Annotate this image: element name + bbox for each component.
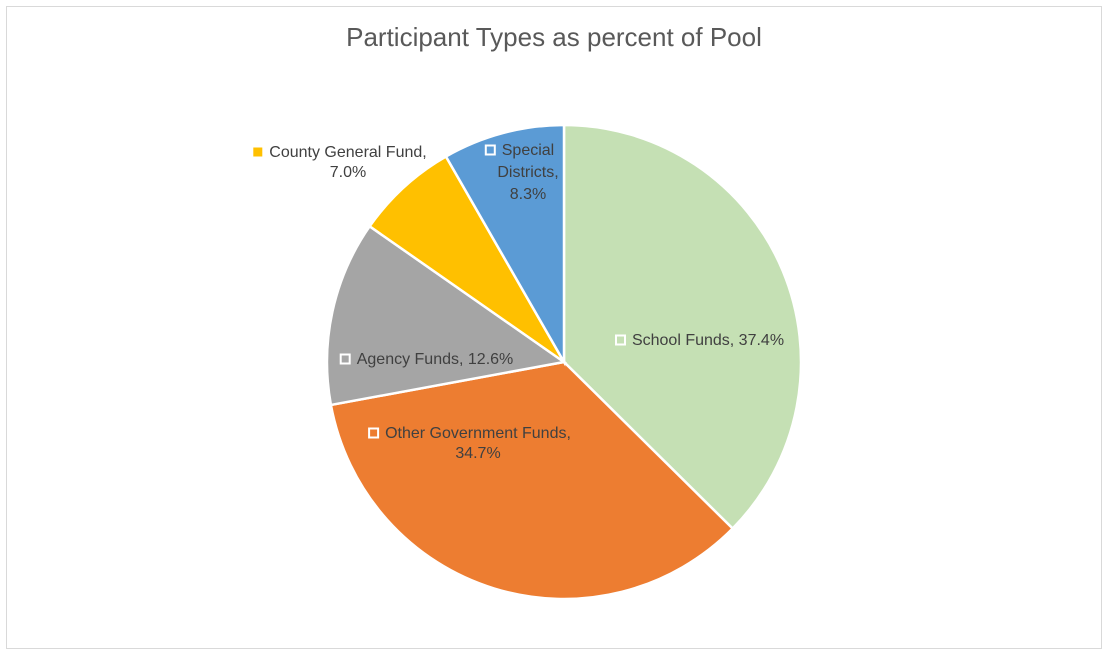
pie-slice-county-general-fund [367, 154, 566, 364]
pie-slice-other-government-funds [329, 360, 735, 601]
pie-slice-agency-funds [325, 224, 568, 407]
data-label-school-funds: School Funds, 37.4% [632, 332, 784, 349]
label-marker-agency-funds [339, 353, 351, 365]
label-marker-other-government-funds [368, 427, 380, 439]
chart-title: Participant Types as percent of Pool [346, 22, 762, 52]
data-label-special-districts: Special Districts, 8.3% [497, 142, 558, 203]
data-label-other-government-funds: Other Government Funds, 34.7% [385, 425, 571, 462]
label-marker-county-general-fund [253, 147, 263, 157]
label-marker-special-districts [484, 144, 496, 156]
data-label-agency-funds: Agency Funds, 12.6% [357, 351, 514, 368]
pie-slice-special-districts [444, 123, 566, 367]
data-label-county-general-fund: County General Fund, 7.0% [269, 144, 426, 181]
label-marker-school-funds [615, 334, 626, 346]
pie-slice-school-funds [562, 123, 803, 531]
